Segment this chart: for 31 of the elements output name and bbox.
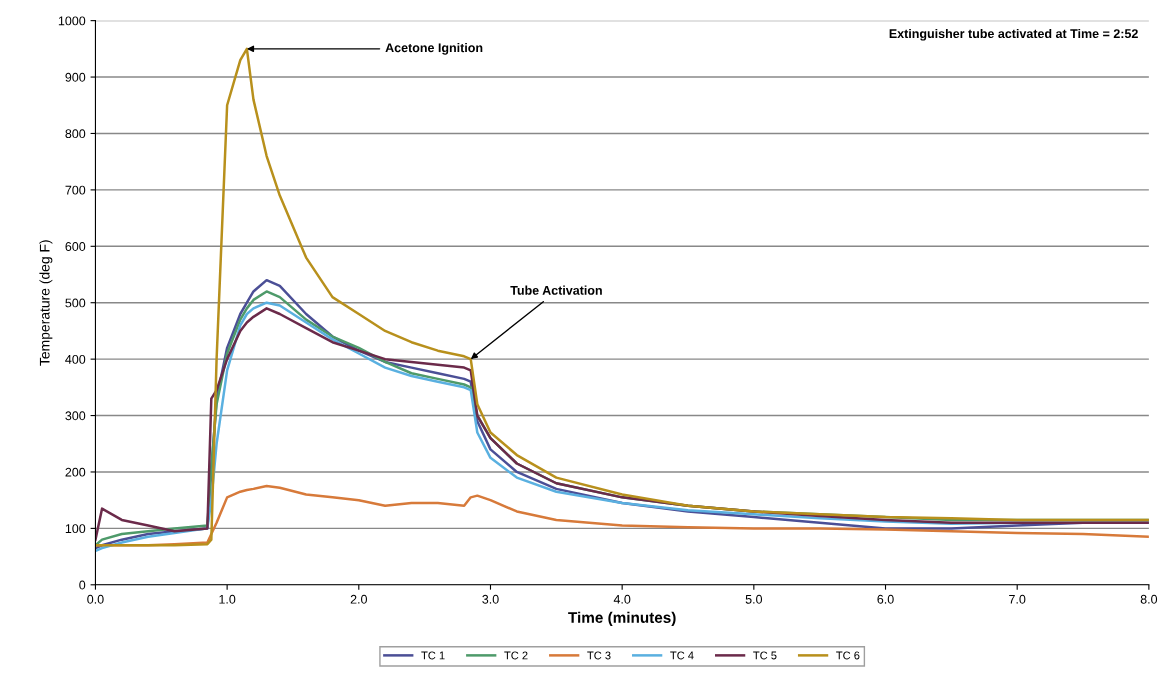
- annotation: Tube Activation: [510, 285, 602, 295]
- legend-label: TC 3: [587, 651, 611, 660]
- y-tick-label: 700: [65, 185, 86, 195]
- y-tick-label: 400: [65, 354, 86, 364]
- x-tick-label: 5.0: [745, 594, 763, 604]
- x-tick-label: 6.0: [877, 594, 894, 604]
- annotation: Acetone Ignition: [385, 42, 483, 55]
- y-tick-label: 100: [65, 524, 86, 534]
- x-axis-title: Time (minutes): [568, 611, 676, 626]
- x-tick-label: 7.0: [1009, 594, 1026, 604]
- legend-label: TC 6: [836, 651, 860, 660]
- annotation: Extinguisher tube activated at Time = 2:52: [889, 28, 1138, 41]
- legend-label: TC 2: [504, 651, 528, 660]
- x-tick-label: 2.0: [350, 594, 367, 604]
- y-tick-label: 0: [79, 580, 86, 590]
- legend-label: TC 5: [753, 651, 777, 660]
- y-tick-label: 900: [65, 72, 86, 82]
- x-tick-label: 3.0: [482, 594, 499, 604]
- x-tick-label: 0.0: [87, 594, 104, 604]
- y-tick-label: 500: [65, 298, 86, 308]
- y-tick-label: 800: [65, 129, 86, 139]
- x-tick-label: 4.0: [613, 594, 631, 604]
- y-tick-label: 200: [65, 467, 86, 477]
- legend-label: TC 1: [421, 651, 445, 660]
- x-tick-label: 8.0: [1140, 594, 1158, 604]
- y-tick-label: 1000: [58, 16, 86, 26]
- x-tick-label: 1.0: [219, 594, 236, 604]
- legend-label: TC 4: [670, 651, 694, 660]
- y-tick-label: 600: [65, 242, 86, 251]
- y-axis-title: Temperature (deg F): [39, 240, 53, 366]
- y-tick-label: 300: [65, 411, 86, 421]
